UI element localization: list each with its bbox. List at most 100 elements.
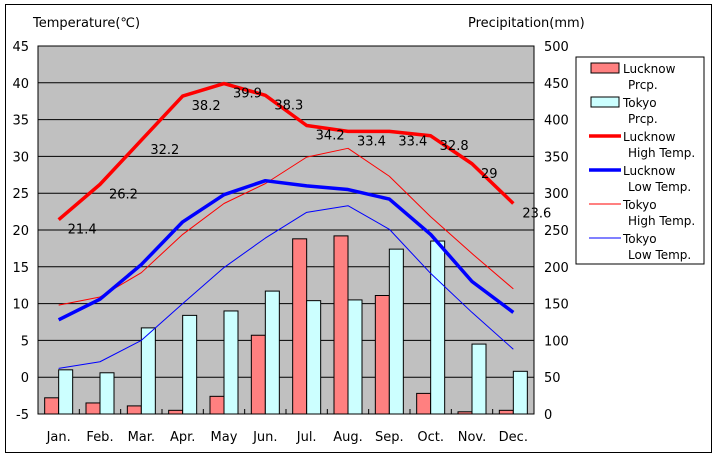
data-label: 26.2 [109,187,138,202]
legend-swatch [590,96,620,108]
right-tick-label: 450 [544,77,569,92]
x-tick-label: Mar. [128,430,155,445]
legend-label: Lucknow [623,130,676,144]
left-tick-label: 45 [12,40,29,55]
right-tick-label: 350 [544,150,569,165]
right-axis-title: Precipitation(mm) [468,16,585,31]
data-label: 38.3 [274,98,303,113]
x-tick-label: Feb. [86,430,113,445]
left-tick-label: 20 [12,224,29,239]
bar-tokyo-prcp--10 [471,343,487,415]
bar-lucknow-prcp--9 [416,392,432,415]
bar-tokyo-prcp--4 [223,310,239,415]
precipitation-bars [44,235,528,415]
legend-label: Low Temp. [628,248,691,262]
bar-tokyo-prcp--9 [430,240,446,415]
left-tick-label: 30 [12,150,29,165]
gridlines [38,82,534,414]
bar-lucknow-prcp--1 [85,402,101,415]
left-tick-label: 5 [21,334,29,349]
bar-lucknow-prcp--8 [374,295,390,415]
data-label: 38.2 [192,99,221,114]
legend-label: Low Temp. [628,180,691,194]
bar-tokyo-prcp--5 [264,290,280,415]
legend-box [575,56,705,265]
x-tick-label: Jan. [46,430,71,445]
left-axis-title: Temperature(℃) [32,16,140,31]
x-tick-label: Dec. [499,430,528,445]
right-tick-label: 100 [544,334,569,349]
data-label: 32.8 [440,139,469,154]
data-label: 33.4 [357,134,386,149]
bar-lucknow-prcp--7 [333,235,349,415]
bar-tokyo-prcp--7 [347,299,363,415]
x-tick-label: Jun. [252,430,277,445]
bar-lucknow-prcp--3 [168,409,184,415]
right-tick-label: 0 [544,408,552,423]
data-label: 23.6 [522,207,551,222]
bar-tokyo-prcp--1 [99,372,115,415]
bar-lucknow-prcp--0 [44,397,60,415]
line-lucknow-low-temp [57,178,515,322]
x-tick-label: Jul. [296,430,317,445]
legend-label: High Temp. [628,146,695,160]
right-tick-label: 150 [544,298,569,313]
bar-tokyo-prcp--3 [182,314,198,415]
bar-tokyo-prcp--6 [306,300,322,415]
line-tokyo-high-temp [58,147,514,306]
x-tick-label: Apr. [170,430,195,445]
data-labels: 21.4 26.2 32.2 38.2 39.9 38.3 34.2 33.4 33.4 32.8… [68,87,552,238]
left-tick-label: 10 [12,298,29,313]
right-tick-label: 50 [544,371,561,386]
bar-tokyo-prcp--0 [58,369,74,415]
legend-label: Lucknow [623,164,676,178]
legend-label: Tokyo [622,96,657,110]
right-tick-label: 300 [544,187,569,202]
bar-tokyo-prcp--11 [512,370,528,415]
left-tick-label: 0 [21,371,29,386]
x-tick-label: May [211,430,238,445]
legend: Lucknow Prcp. Tokyo Prcp. Lucknow High Temp. L… [575,56,705,265]
right-tick-label: 500 [544,40,569,55]
data-label: 29 [481,167,498,182]
data-label: 34.2 [316,128,345,143]
bar-lucknow-prcp--5 [250,334,266,415]
line-lucknow-high-temp [57,81,515,222]
data-label: 33.4 [398,134,427,149]
data-label: 39.9 [233,87,262,102]
bar-tokyo-prcp--2 [140,327,156,415]
x-tick-label: Sep. [375,430,404,445]
legend-label: Tokyo [622,198,657,212]
data-label: 21.4 [68,223,97,238]
left-tick-label: 35 [12,114,29,129]
data-label: 32.2 [150,143,179,158]
bar-lucknow-prcp--4 [209,395,225,415]
legend-label: Prcp. [628,78,658,92]
temperature-lines [57,81,515,369]
line-tokyo-low-temp [58,205,514,369]
right-tick-label: 200 [544,261,569,276]
legend-label: Tokyo [622,232,657,246]
x-axis-ticks: Jan. Feb. Mar. Apr. May Jun. Jul. Aug. Sep. Oct. N… [46,430,528,445]
left-tick-label: 15 [12,261,29,276]
legend-label: Prcp. [628,112,658,126]
bar-lucknow-prcp--2 [126,405,142,415]
bar-tokyo-prcp--8 [388,248,404,415]
right-tick-label: 250 [544,224,569,239]
left-tick-label: 40 [12,77,29,92]
bar-lucknow-prcp--11 [498,409,514,415]
legend-label: High Temp. [628,214,695,228]
right-tick-label: 400 [544,114,569,129]
legend-label: Lucknow [623,62,676,76]
left-axis-ticks: 45 40 35 30 25 20 15 10 5 0 -5 [12,40,29,423]
x-tick-label: Oct. [417,430,444,445]
left-tick-label: -5 [16,408,29,423]
left-tick-label: 25 [12,187,29,202]
legend-swatch [590,62,620,74]
bar-lucknow-prcp--6 [292,238,308,415]
x-tick-label: Aug. [333,430,363,445]
bar-lucknow-prcp--10 [457,411,473,415]
x-tick-label: Nov. [458,430,487,445]
